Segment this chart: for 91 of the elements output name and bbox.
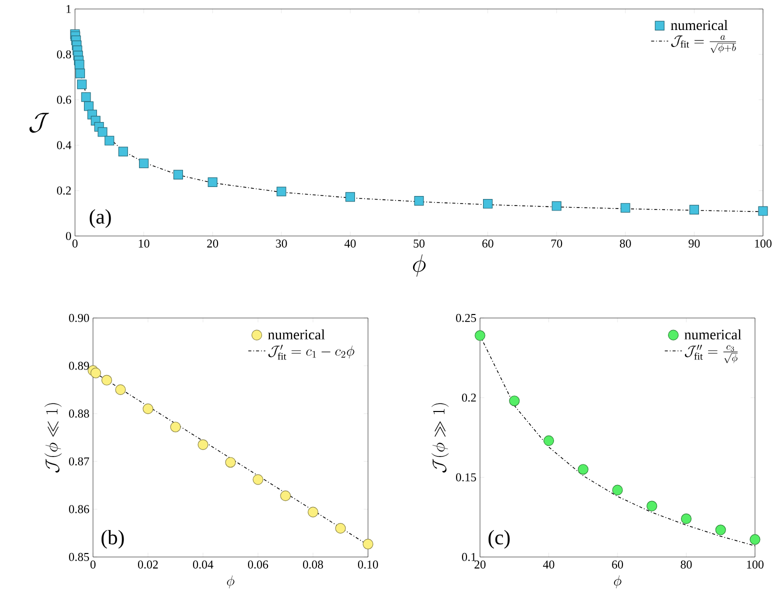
x-tick-label: 90 (688, 240, 700, 248)
x-tick-label: 60 (612, 560, 624, 569)
y-axis-title: $\mathcal{J}(\phi \gg 1)$ (432, 403, 449, 473)
annotation: (a) (90, 209, 111, 228)
x-tick-label: 0.06 (248, 560, 268, 569)
x-tick-label: 0.08 (302, 560, 323, 569)
point (758, 206, 768, 216)
x-tick-label: 40 (543, 560, 554, 569)
point (170, 422, 181, 432)
point (139, 158, 149, 168)
x-tick-label: 80 (680, 560, 692, 569)
y-tick-label: 0.87 (69, 458, 90, 466)
point (77, 80, 87, 90)
y-axis-title: $\mathcal{J}$ (29, 113, 50, 133)
y-tick-label: 0 (66, 232, 72, 240)
point (612, 485, 623, 496)
point (98, 127, 108, 138)
point (280, 490, 291, 502)
point (543, 436, 554, 446)
y-tick-label: 0.2 (56, 186, 71, 195)
y-tick-label: 0.15 (456, 473, 476, 482)
y-tick-label: 0.89 (69, 362, 89, 370)
point (362, 539, 374, 550)
point (115, 384, 126, 396)
point (198, 440, 208, 450)
point (142, 404, 154, 414)
x-tick-label: 70 (551, 240, 562, 248)
point (750, 534, 760, 545)
x-tick-label: 0.04 (192, 560, 214, 569)
y-tick-label: 0.6 (56, 96, 72, 104)
y-tick-label: 0.1 (462, 553, 476, 562)
y-tick-label: 0.90 (69, 314, 90, 322)
point (252, 474, 264, 486)
point (90, 368, 102, 378)
x-axis-title: $\phi$ (614, 576, 622, 589)
x-tick-label: 60 (482, 240, 494, 248)
y-tick-label: 0.86 (69, 505, 90, 514)
point (715, 524, 726, 536)
point (646, 500, 658, 512)
y-tick-label: 1 (66, 5, 71, 14)
x-tick-label: 30 (276, 240, 287, 248)
x-tick-label: 0.02 (138, 560, 158, 569)
x-tick-label: 20 (474, 560, 486, 569)
point (101, 375, 112, 386)
point (509, 396, 520, 406)
x-tick-label: 40 (344, 240, 356, 248)
point (474, 330, 486, 342)
legend-label: $\mathcal{J}''_{\rm fit} = \frac{c_3}{\sqrt{\phi}}$ (684, 344, 738, 364)
y-tick-label: 0.85 (69, 553, 90, 562)
x-tick-label: 100 (755, 240, 772, 248)
legend-label: $\text{numerical}$ (670, 20, 728, 30)
x-tick-label: 100 (747, 560, 764, 569)
annotation: (c) (488, 530, 510, 549)
point (414, 196, 424, 206)
y-axis-title: $\mathcal{J}(\phi \ll 1)$ (44, 403, 62, 473)
legend-label: $\mathcal{J}_{\rm fit} = \frac{a}{\sqrt{\phi+b}}$ (671, 36, 736, 54)
point (335, 523, 346, 534)
legend-label: $\mathcal{J}'_{\rm fit} = c_1 - c_2\phi$ (268, 344, 354, 360)
point (620, 203, 630, 213)
point (225, 457, 236, 468)
x-tick-label: 10 (138, 240, 150, 248)
point (308, 507, 318, 518)
point (276, 186, 286, 196)
x-tick-label: 0 (90, 560, 96, 569)
legend-label: $\text{numerical}$ (268, 330, 325, 340)
x-tick-label: 20 (207, 240, 218, 248)
x-tick-label: 50 (414, 240, 425, 248)
point (689, 205, 699, 215)
point (74, 60, 84, 70)
x-tick-label: 80 (620, 240, 631, 248)
point (173, 170, 183, 180)
point (483, 199, 493, 209)
y-tick-label: 0.25 (456, 314, 476, 322)
y-tick-label: 0.8 (56, 50, 72, 59)
x-tick-label: 0.10 (358, 560, 378, 569)
point (578, 464, 588, 475)
y-tick-label: 0.88 (69, 410, 90, 418)
legend-label: $\text{numerical}$ (684, 330, 742, 340)
point (345, 192, 355, 202)
x-axis-title: $\phi$ (412, 254, 426, 277)
point (104, 136, 114, 146)
point (75, 68, 85, 78)
point (81, 92, 91, 102)
point (552, 201, 562, 212)
point (680, 514, 692, 524)
point (118, 146, 128, 157)
annotation: (b) (102, 530, 124, 549)
point (208, 178, 218, 188)
y-tick-label: 0.4 (56, 141, 72, 150)
y-tick-label: 0.2 (462, 394, 476, 402)
x-axis-title: $\phi$ (227, 576, 234, 589)
